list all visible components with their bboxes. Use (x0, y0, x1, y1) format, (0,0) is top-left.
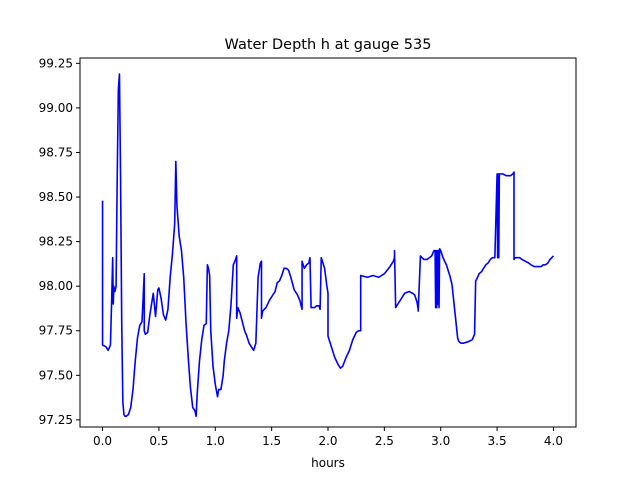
y-tick-label: 98.50 (39, 190, 73, 204)
x-tick-label: 0.5 (149, 434, 168, 448)
x-tick-label: 1.5 (262, 434, 281, 448)
x-tick-label: 0.0 (93, 434, 112, 448)
x-tick-label: 4.0 (544, 434, 563, 448)
chart-title: Water Depth h at gauge 535 (225, 37, 432, 53)
x-axis-label: hours (311, 456, 345, 470)
y-tick-label: 99.25 (39, 56, 73, 70)
y-axis: 97.25 97.50 97.75 98.00 98.25 98.50 98.75 99.00… (39, 56, 80, 427)
x-tick-label: 2.0 (318, 434, 337, 448)
y-tick-label: 97.25 (39, 413, 73, 427)
y-tick-label: 98.00 (39, 279, 73, 293)
y-tick-label: 97.75 (39, 324, 73, 338)
x-axis: 0.0 0.5 1.0 1.5 2.0 2.5 3.0 3.5 4.0 (93, 427, 563, 448)
y-tick-label: 98.75 (39, 145, 73, 159)
y-tick-label: 99.00 (39, 101, 73, 115)
x-tick-label: 2.5 (375, 434, 394, 448)
x-tick-label: 1.0 (206, 434, 225, 448)
series-line (101, 73, 555, 418)
y-tick-label: 97.50 (39, 368, 73, 382)
y-tick-label: 98.25 (39, 235, 73, 249)
x-tick-label: 3.0 (431, 434, 450, 448)
x-tick-label: 3.5 (488, 434, 507, 448)
